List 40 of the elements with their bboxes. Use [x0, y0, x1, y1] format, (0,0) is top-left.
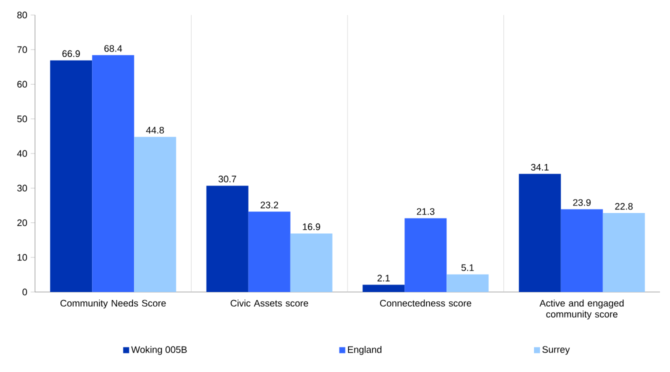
- y-tick-label: 50: [17, 116, 28, 122]
- y-tick-label: 0: [22, 288, 28, 296]
- data-label: 44.8: [146, 126, 164, 134]
- x-tick-label: Community Needs Score: [60, 300, 166, 308]
- x-tick-label: Connectedness score: [380, 300, 472, 307]
- x-tick-label: Active and engaged community score: [540, 300, 624, 320]
- bar: [248, 212, 290, 292]
- data-label: 21.3: [416, 208, 434, 215]
- legend-label: England: [348, 346, 382, 355]
- bar: [50, 60, 92, 292]
- data-label: 16.9: [302, 223, 320, 230]
- data-label: 23.9: [573, 199, 591, 206]
- data-label: 66.9: [62, 50, 80, 58]
- y-tick-label: 40: [17, 150, 28, 157]
- x-tick-label: Civic Assets score: [230, 300, 308, 307]
- legend-label: Woking 005B: [131, 346, 187, 355]
- data-label: 30.7: [218, 176, 236, 182]
- y-tick-label: 80: [17, 12, 28, 18]
- bar: [290, 233, 332, 292]
- y-tick-label: 10: [18, 254, 28, 261]
- y-tick-label: 20: [17, 219, 28, 226]
- y-tick-label: 70: [17, 46, 28, 53]
- data-label: 2.1: [378, 274, 390, 282]
- bar: [404, 218, 447, 292]
- bar: [134, 136, 176, 292]
- bar: [92, 55, 134, 292]
- bar: [206, 186, 248, 292]
- bar: [560, 209, 603, 292]
- data-label: 5.1: [461, 264, 474, 271]
- bar: [362, 284, 405, 292]
- data-label: 22.8: [615, 203, 633, 210]
- y-tick-label: 60: [17, 80, 28, 88]
- data-label: 34.1: [531, 164, 549, 171]
- bar: [446, 274, 489, 292]
- legend-label: Surrey: [542, 346, 570, 355]
- y-tick-label: 30: [17, 184, 28, 192]
- data-label: 23.2: [260, 202, 278, 208]
- bar: [602, 213, 645, 292]
- bar: [518, 174, 561, 292]
- data-label: 68.4: [104, 45, 122, 52]
